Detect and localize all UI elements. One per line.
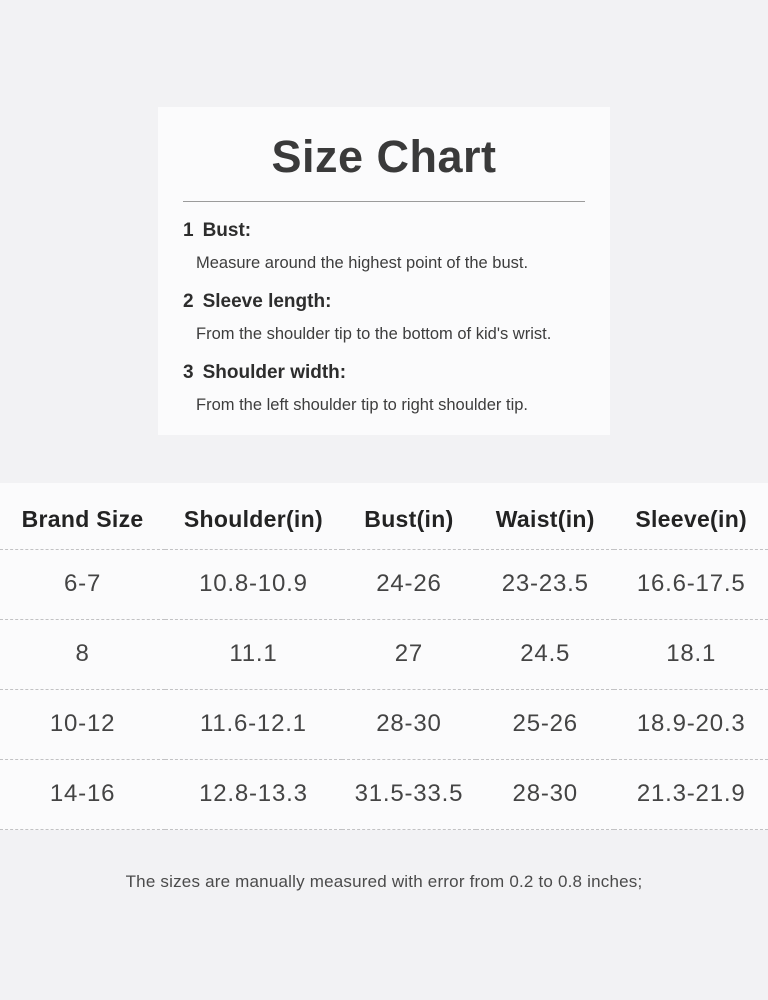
table-cell: 24.5 — [476, 619, 615, 690]
instruction-label: Shoulder width: — [202, 362, 347, 383]
instruction-heading: 1 Bust: — [183, 219, 585, 242]
size-table-section: Brand Size Shoulder(in) Bust(in) Waist(i… — [0, 483, 768, 830]
table-cell: 25-26 — [476, 689, 615, 760]
table-cell: 11.1 — [165, 619, 342, 690]
table-cell: 21.3-21.9 — [614, 759, 768, 830]
table-cell: 6-7 — [0, 549, 166, 620]
table-cell: 23-23.5 — [476, 549, 615, 620]
size-table: Brand Size Shoulder(in) Bust(in) Waist(i… — [0, 483, 768, 830]
table-row: 6-7 10.8-10.9 24-26 23-23.5 16.6-17.5 — [0, 549, 768, 620]
table-cell: 14-16 — [0, 759, 166, 830]
page-title: Size Chart — [271, 131, 497, 182]
table-cell: 31.5-33.5 — [341, 759, 477, 830]
table-cell: 18.9-20.3 — [614, 689, 768, 760]
table-cell: 10-12 — [0, 689, 166, 760]
instruction-number: 1 — [183, 220, 194, 241]
instruction-description: From the left shoulder tip to right shou… — [196, 396, 528, 414]
column-header-shoulder: Shoulder(in) — [165, 483, 342, 550]
column-header-waist: Waist(in) — [476, 483, 615, 550]
measurement-note: The sizes are manually measured with err… — [125, 872, 643, 891]
table-cell: 10.8-10.9 — [165, 549, 342, 620]
column-header-sleeve: Sleeve(in) — [614, 483, 768, 550]
column-header-brand-size: Brand Size — [0, 483, 166, 550]
instruction-label: Sleeve length: — [202, 291, 332, 312]
title-divider — [183, 201, 585, 202]
table-row: 10-12 11.6-12.1 28-30 25-26 18.9-20.3 — [0, 689, 768, 760]
table-cell: 27 — [341, 619, 477, 690]
table-cell: 12.8-13.3 — [165, 759, 342, 830]
instruction-number: 2 — [183, 291, 194, 312]
table-cell: 8 — [0, 619, 166, 690]
table-cell: 18.1 — [614, 619, 768, 690]
instruction-number: 3 — [183, 362, 194, 383]
instruction-description: From the shoulder tip to the bottom of k… — [196, 325, 552, 343]
instruction-heading: 2 Sleeve length: — [183, 290, 585, 313]
table-row: 14-16 12.8-13.3 31.5-33.5 28-30 21.3-21.9 — [0, 759, 768, 830]
measure-instructions: 1 Bust: Measure around the highest point o… — [183, 219, 585, 415]
instruction-heading: 3 Shoulder width: — [183, 361, 585, 384]
table-cell: 28-30 — [341, 689, 477, 760]
table-cell: 16.6-17.5 — [614, 549, 768, 620]
size-table-header-row: Brand Size Shoulder(in) Bust(in) Waist(i… — [0, 483, 768, 550]
table-cell: 28-30 — [476, 759, 615, 830]
instruction-description: Measure around the highest point of the … — [196, 254, 529, 272]
instruction-label: Bust: — [202, 220, 252, 241]
column-header-bust: Bust(in) — [341, 483, 477, 550]
size-table-body: 6-7 10.8-10.9 24-26 23-23.5 16.6-17.5 8 11.1 27… — [0, 549, 768, 830]
table-row: 8 11.1 27 24.5 18.1 — [0, 619, 768, 690]
table-cell: 11.6-12.1 — [165, 689, 342, 760]
table-cell: 24-26 — [341, 549, 477, 620]
size-guide-card: Size Chart 1 Bust: Measure around the high… — [158, 107, 610, 435]
